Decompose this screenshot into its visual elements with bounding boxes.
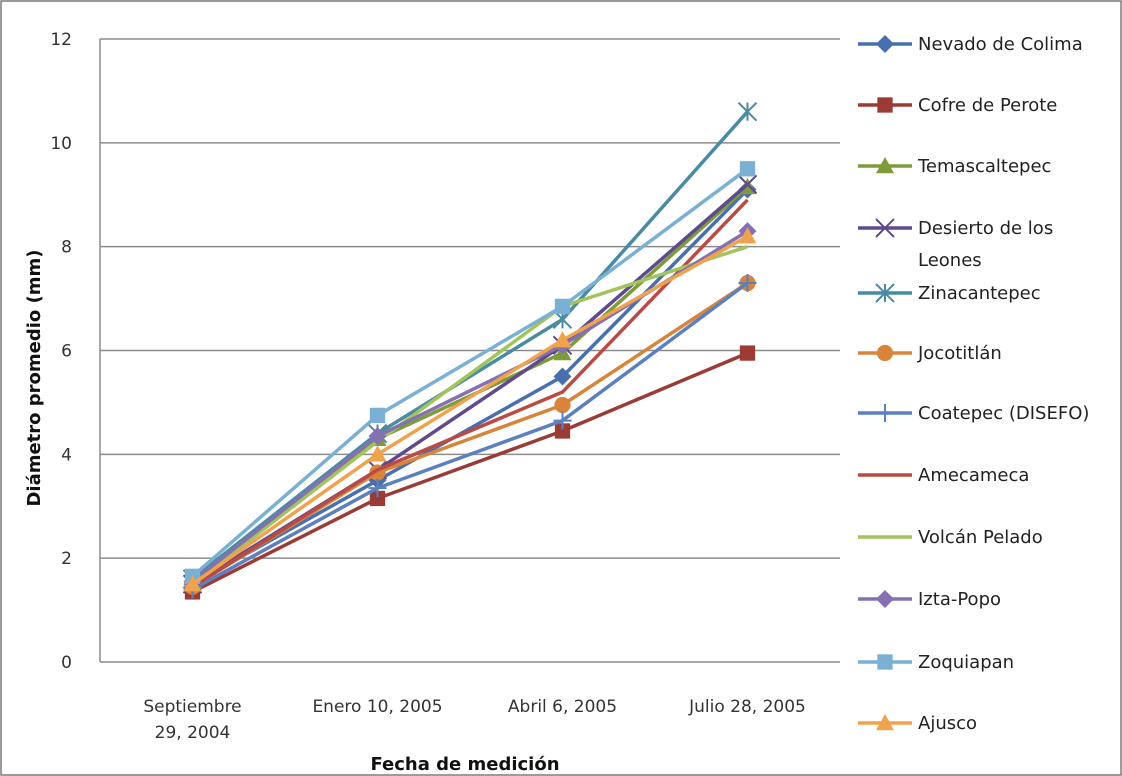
series-line: [183, 227, 757, 592]
data-point: [876, 404, 894, 422]
legend-entry: Coatepec (DISEFO): [858, 403, 1089, 424]
series-path: [191, 110, 749, 581]
legend: Nevado de Colima Cofre de Perote Temascalt…: [858, 34, 1089, 734]
y-tick-label: 0: [61, 653, 72, 673]
legend-label: Cofre de Perote: [918, 95, 1057, 116]
data-point: [875, 283, 895, 303]
legend-entry: Temascaltepec: [858, 156, 1051, 177]
legend-entry: Jocotitlán: [858, 343, 1002, 364]
data-point: [368, 445, 387, 462]
data-point: [554, 298, 571, 315]
series-path: [191, 198, 749, 589]
data-point: [368, 427, 387, 446]
data-point: [738, 274, 757, 293]
legend-label: Nevado de Colima: [918, 34, 1083, 55]
data-point: [877, 97, 893, 113]
x-tick-label: Julio 28, 2005: [688, 697, 806, 717]
legend-label: Desierto de los Leones: [918, 218, 1053, 271]
data-point: [876, 590, 894, 608]
data-point: [876, 35, 894, 53]
legend-entry: Zoquiapan: [858, 652, 1014, 673]
data-point: [554, 423, 571, 439]
legend-entry: Zinacantepec: [858, 283, 1041, 304]
legend-label: Volcán Pelado: [918, 527, 1043, 548]
legend-entry: Cofre de Perote: [858, 95, 1057, 116]
legend-label: Coatepec (DISEFO): [918, 403, 1089, 424]
legend-label: Ajusco: [918, 713, 977, 734]
legend-label: Zinacantepec: [918, 283, 1041, 304]
axes: 0 2 4 6 8 10 12 Septiembre 29, 2004 Enero 10, 200…: [50, 30, 840, 743]
series-line: [191, 198, 749, 589]
legend-label: Amecameca: [918, 465, 1029, 486]
legend-label: Izta-Popo: [918, 589, 1001, 610]
data-point: [553, 331, 572, 348]
data-point: [877, 654, 893, 670]
data-point: [553, 367, 572, 386]
y-tick-label: 10: [50, 134, 72, 154]
data-point: [739, 345, 756, 361]
legend-label: Temascaltepec: [917, 156, 1051, 177]
legend-entry: Nevado de Colima: [858, 34, 1083, 55]
y-tick-label: 2: [61, 549, 72, 569]
x-tick-label: Septiembre 29, 2004: [143, 697, 241, 743]
y-tick-label: 4: [61, 445, 72, 465]
y-axis-title: Diámetro promedio (mm): [24, 249, 45, 506]
legend-entry: Ajusco: [858, 713, 977, 734]
data-point: [183, 575, 202, 592]
data-point: [369, 407, 386, 424]
data-point: [369, 490, 386, 507]
y-tick-label: 12: [50, 30, 72, 50]
data-point: [876, 344, 894, 362]
x-tick-label: Abril 6, 2005: [508, 697, 617, 717]
series-path: [191, 281, 749, 591]
data-point: [737, 101, 758, 122]
legend-entry: Desierto de los Leones: [858, 218, 1053, 271]
series-path: [191, 167, 749, 578]
y-tick-label: 6: [61, 342, 72, 362]
data-point: [876, 714, 894, 731]
legend-entry: Amecameca: [858, 465, 1029, 486]
legend-label: Jocotitlán: [917, 343, 1002, 364]
series-path: [191, 351, 749, 594]
data-point: [737, 174, 758, 195]
series-group: [182, 101, 758, 600]
x-axis-title: Fecha de medición: [370, 754, 559, 775]
series-path: [191, 188, 749, 586]
series-path: [191, 234, 749, 586]
data-point: [739, 161, 756, 177]
y-tick-label: 8: [61, 238, 72, 258]
legend-entry: Volcán Pelado: [858, 527, 1043, 548]
data-point: [876, 157, 894, 174]
series-line: [191, 245, 749, 586]
legend-entry: Izta-Popo: [858, 589, 1001, 610]
legend-label: Zoquiapan: [918, 652, 1014, 673]
data-point: [554, 396, 571, 414]
x-tick-label: Enero 10, 2005: [312, 697, 442, 717]
data-point: [553, 411, 572, 430]
data-point: [875, 218, 895, 238]
data-point: [738, 227, 757, 244]
data-point: [368, 479, 387, 498]
series-path: [191, 245, 749, 586]
